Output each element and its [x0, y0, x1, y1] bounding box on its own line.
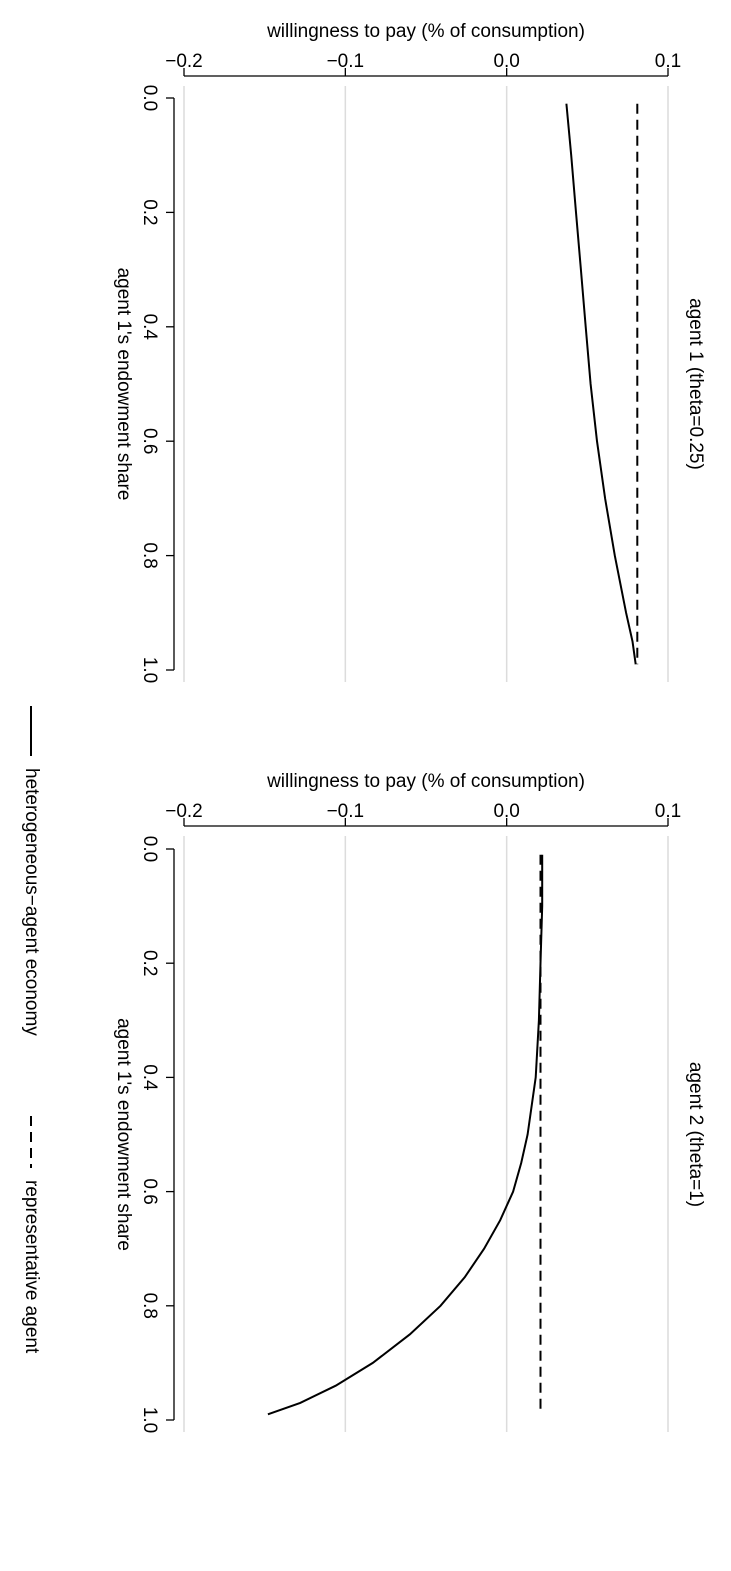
y-tick-label: −0.1 — [327, 51, 365, 72]
x-tick-label: 0.4 — [139, 1064, 160, 1091]
y-tick-label: 0.0 — [493, 801, 519, 822]
x-tick-label: 0.6 — [139, 428, 160, 454]
y-tick-label: −0.1 — [327, 801, 365, 822]
x-axis-title: agent 1's endowment share — [113, 1018, 134, 1251]
chart-legend: heterogeneous−agent economy representativ… — [21, 706, 42, 1354]
x-tick-label: 1.0 — [139, 657, 160, 683]
x-tick-label: 0.8 — [139, 1293, 160, 1319]
y-axis-title: willingness to pay (% of consumption) — [266, 771, 585, 792]
x-tick-label: 0.6 — [139, 1178, 160, 1204]
chart-panel-agent-2: 0.1 0.0 −0.1 −0.2 willingness to pay (% of c… — [113, 771, 706, 1433]
panel-title: agent 1 (theta=0.25) — [685, 298, 706, 470]
y-tick-label: −0.2 — [165, 801, 203, 822]
x-tick-label: 0.0 — [139, 85, 160, 111]
x-tick-label: 1.0 — [139, 1407, 160, 1433]
y-tick-label: −0.2 — [165, 51, 203, 72]
x-tick-label: 0.4 — [139, 314, 160, 341]
x-tick-label: 0.0 — [139, 836, 160, 862]
y-tick-label: 0.0 — [493, 51, 519, 72]
series-line-heterogeneous-agent-economy — [267, 854, 544, 1416]
series-line-heterogeneous-agent-economy — [565, 103, 637, 665]
x-tick-label: 0.2 — [139, 950, 160, 976]
x-axis-title: agent 1's endowment share — [113, 268, 134, 501]
x-tick-label: 0.8 — [139, 542, 160, 568]
y-axis-title: willingness to pay (% of consumption) — [266, 21, 585, 42]
legend-label: representative agent — [21, 1180, 42, 1354]
legend-label: heterogeneous−agent economy — [21, 768, 42, 1036]
panel-title: agent 2 (theta=1) — [685, 1062, 706, 1207]
y-tick-label: 0.1 — [655, 51, 681, 72]
chart-panel-agent-1: 0.1 0.0 −0.1 −0.2 willingness to pay (% of c… — [113, 21, 706, 683]
y-tick-label: 0.1 — [655, 801, 681, 822]
x-tick-label: 0.2 — [139, 199, 160, 225]
